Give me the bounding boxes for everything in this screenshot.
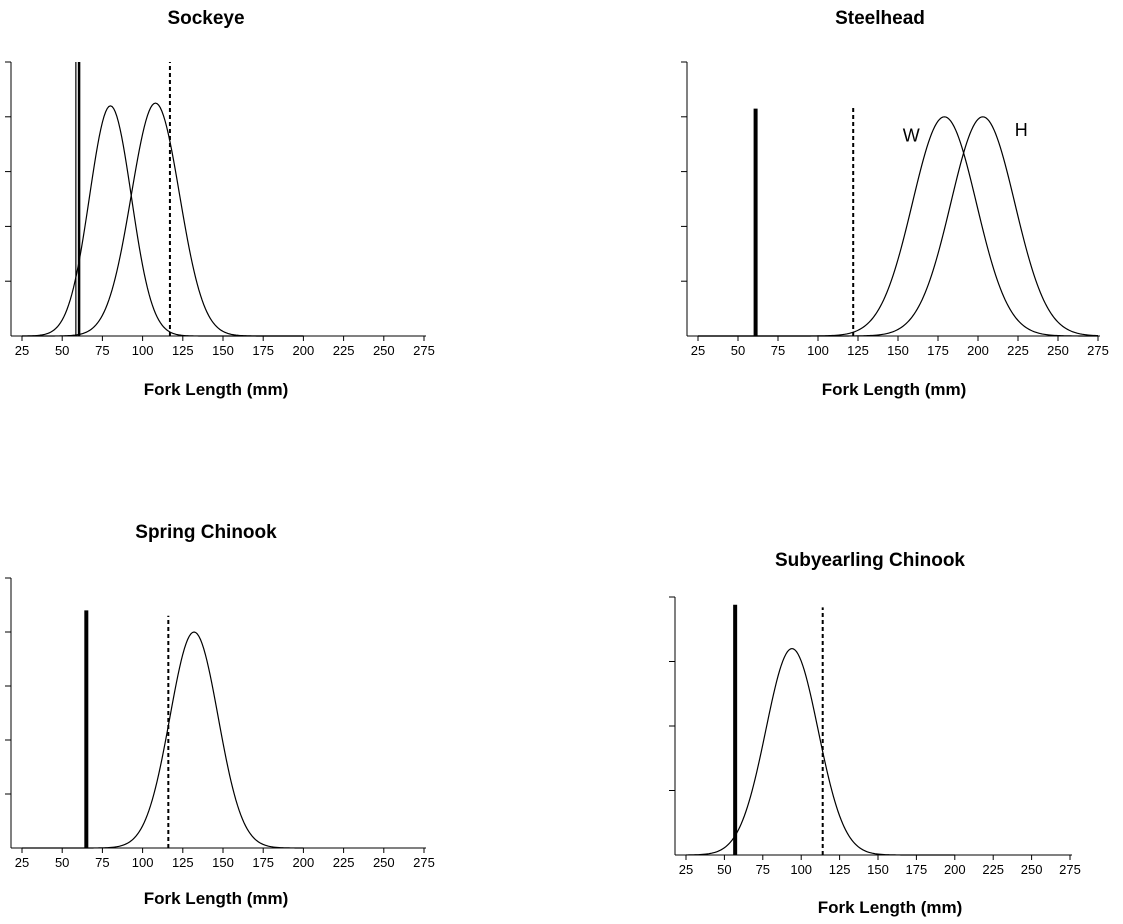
distribution-curve-1: [22, 631, 304, 849]
x-tick-label: 25: [15, 855, 29, 870]
x-tick-label: 125: [847, 343, 869, 358]
x-tick-label: 225: [333, 343, 355, 358]
x-axis-label: Fork Length (mm): [143, 380, 289, 399]
x-tick-label: 50: [731, 343, 745, 358]
x-tick-label: 100: [790, 862, 812, 877]
x-tick-label: 150: [867, 862, 889, 877]
annotation-label: H: [1015, 120, 1028, 140]
x-tick-label: 50: [717, 862, 731, 877]
x-tick-label: 275: [1087, 343, 1109, 358]
x-tick-label: 125: [172, 343, 194, 358]
x-tick-label: 175: [906, 862, 928, 877]
x-tick-label: 25: [15, 343, 29, 358]
x-tick-label: 75: [756, 862, 770, 877]
x-tick-label: 250: [373, 343, 395, 358]
x-tick-label: 200: [967, 343, 989, 358]
x-tick-label: 175: [252, 855, 274, 870]
x-tick-label: 250: [1021, 862, 1043, 877]
x-tick-label: 225: [982, 862, 1004, 877]
x-tick-label: 150: [212, 855, 234, 870]
x-tick-label: 225: [1007, 343, 1029, 358]
x-tick-label: 275: [413, 855, 435, 870]
x-axis-label: Fork Length (mm): [817, 898, 963, 917]
x-tick-label: 100: [132, 855, 154, 870]
x-tick-label: 200: [293, 343, 315, 358]
x-tick-label: 125: [829, 862, 851, 877]
x-tick-label: 200: [293, 855, 315, 870]
x-tick-label: 25: [679, 862, 693, 877]
x-tick-label: 150: [212, 343, 234, 358]
chart-title: Steelhead: [835, 8, 925, 29]
x-tick-label: 125: [172, 855, 194, 870]
x-tick-label: 100: [807, 343, 829, 358]
chart-title: Spring Chinook: [135, 522, 277, 543]
x-tick-label: 275: [1059, 862, 1081, 877]
x-tick-label: 200: [944, 862, 966, 877]
x-tick-label: 275: [413, 343, 435, 358]
x-tick-label: 25: [691, 343, 705, 358]
x-tick-label: 75: [771, 343, 785, 358]
x-tick-label: 150: [887, 343, 909, 358]
x-axis-label: Fork Length (mm): [821, 380, 967, 399]
x-tick-label: 50: [55, 855, 69, 870]
x-tick-label: 250: [1047, 343, 1069, 358]
x-tick-label: 50: [55, 343, 69, 358]
chart-title: Sockeye: [167, 8, 245, 29]
x-tick-label: 175: [252, 343, 274, 358]
x-tick-label: 75: [95, 855, 109, 870]
x-axis-label: Fork Length (mm): [143, 889, 289, 908]
x-tick-label: 225: [333, 855, 355, 870]
distribution-curve-1: [685, 647, 955, 856]
chart-title: Subyearling Chinook: [774, 550, 966, 571]
x-tick-label: 175: [927, 343, 949, 358]
x-tick-label: 75: [95, 343, 109, 358]
distribution-curve-2: [698, 116, 1099, 337]
x-tick-label: 100: [132, 343, 154, 358]
annotation-label: W: [903, 125, 920, 145]
x-tick-label: 250: [373, 855, 395, 870]
distribution-curve-2: [22, 102, 304, 337]
